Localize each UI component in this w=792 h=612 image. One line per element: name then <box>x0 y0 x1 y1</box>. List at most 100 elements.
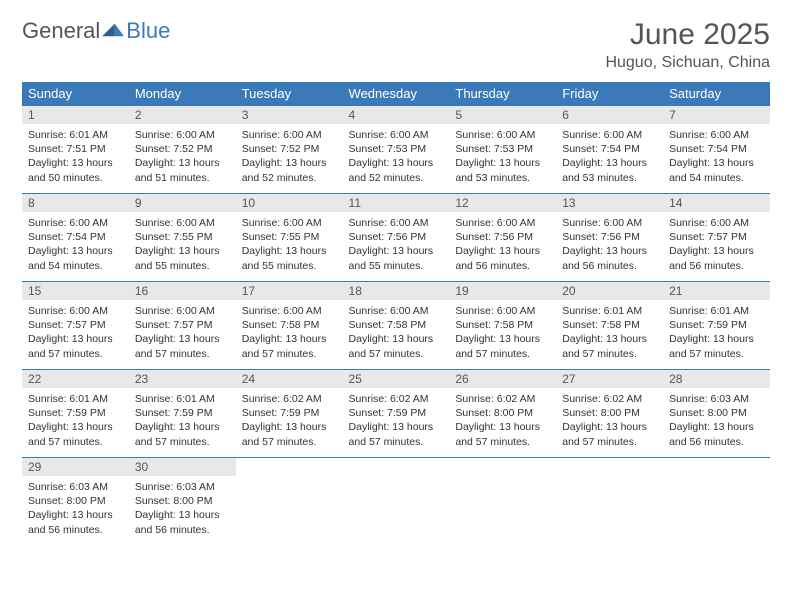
calendar-cell: 9Sunrise: 6:00 AMSunset: 7:55 PMDaylight… <box>129 194 236 282</box>
day-body: Sunrise: 6:00 AMSunset: 7:52 PMDaylight:… <box>236 124 343 189</box>
day-number: 15 <box>22 282 129 300</box>
day-body: Sunrise: 6:00 AMSunset: 7:56 PMDaylight:… <box>556 212 663 277</box>
day-body: Sunrise: 6:00 AMSunset: 7:58 PMDaylight:… <box>449 300 556 365</box>
calendar-cell: 28Sunrise: 6:03 AMSunset: 8:00 PMDayligh… <box>663 370 770 458</box>
day-body: Sunrise: 6:02 AMSunset: 7:59 PMDaylight:… <box>236 388 343 453</box>
day-body: Sunrise: 6:00 AMSunset: 7:56 PMDaylight:… <box>449 212 556 277</box>
calendar-cell: 19Sunrise: 6:00 AMSunset: 7:58 PMDayligh… <box>449 282 556 370</box>
calendar-cell: 16Sunrise: 6:00 AMSunset: 7:57 PMDayligh… <box>129 282 236 370</box>
weekday-header: Saturday <box>663 82 770 106</box>
calendar-cell: 14Sunrise: 6:00 AMSunset: 7:57 PMDayligh… <box>663 194 770 282</box>
day-number: 6 <box>556 106 663 124</box>
day-body: Sunrise: 6:02 AMSunset: 8:00 PMDaylight:… <box>556 388 663 453</box>
day-body: Sunrise: 6:00 AMSunset: 7:55 PMDaylight:… <box>236 212 343 277</box>
calendar-cell: 11Sunrise: 6:00 AMSunset: 7:56 PMDayligh… <box>343 194 450 282</box>
day-number: 1 <box>22 106 129 124</box>
day-number: 8 <box>22 194 129 212</box>
calendar-cell: 30Sunrise: 6:03 AMSunset: 8:00 PMDayligh… <box>129 458 236 546</box>
day-body: Sunrise: 6:00 AMSunset: 7:54 PMDaylight:… <box>556 124 663 189</box>
calendar-row: 1Sunrise: 6:01 AMSunset: 7:51 PMDaylight… <box>22 106 770 194</box>
calendar-cell: 8Sunrise: 6:00 AMSunset: 7:54 PMDaylight… <box>22 194 129 282</box>
calendar-cell: 10Sunrise: 6:00 AMSunset: 7:55 PMDayligh… <box>236 194 343 282</box>
day-number: 3 <box>236 106 343 124</box>
weekday-header: Monday <box>129 82 236 106</box>
logo-word-general: General <box>22 18 100 44</box>
day-body: Sunrise: 6:01 AMSunset: 7:59 PMDaylight:… <box>22 388 129 453</box>
weekday-header: Friday <box>556 82 663 106</box>
calendar-cell: 23Sunrise: 6:01 AMSunset: 7:59 PMDayligh… <box>129 370 236 458</box>
day-body: Sunrise: 6:01 AMSunset: 7:51 PMDaylight:… <box>22 124 129 189</box>
day-number: 13 <box>556 194 663 212</box>
calendar-cell-empty <box>343 458 450 546</box>
calendar-cell: 5Sunrise: 6:00 AMSunset: 7:53 PMDaylight… <box>449 106 556 194</box>
weekday-header-row: Sunday Monday Tuesday Wednesday Thursday… <box>22 82 770 106</box>
calendar-cell: 25Sunrise: 6:02 AMSunset: 7:59 PMDayligh… <box>343 370 450 458</box>
logo-mark-icon <box>102 20 124 43</box>
weekday-header: Wednesday <box>343 82 450 106</box>
calendar-cell: 22Sunrise: 6:01 AMSunset: 7:59 PMDayligh… <box>22 370 129 458</box>
calendar-cell: 27Sunrise: 6:02 AMSunset: 8:00 PMDayligh… <box>556 370 663 458</box>
calendar-cell: 6Sunrise: 6:00 AMSunset: 7:54 PMDaylight… <box>556 106 663 194</box>
day-body: Sunrise: 6:02 AMSunset: 8:00 PMDaylight:… <box>449 388 556 453</box>
day-number: 19 <box>449 282 556 300</box>
day-number: 4 <box>343 106 450 124</box>
calendar-cell-empty <box>236 458 343 546</box>
day-body: Sunrise: 6:00 AMSunset: 7:56 PMDaylight:… <box>343 212 450 277</box>
calendar-cell: 21Sunrise: 6:01 AMSunset: 7:59 PMDayligh… <box>663 282 770 370</box>
day-number: 29 <box>22 458 129 476</box>
day-number: 20 <box>556 282 663 300</box>
month-title: June 2025 <box>605 18 770 52</box>
day-number: 5 <box>449 106 556 124</box>
logo-word-blue: Blue <box>126 18 170 44</box>
calendar-cell: 2Sunrise: 6:00 AMSunset: 7:52 PMDaylight… <box>129 106 236 194</box>
day-number: 9 <box>129 194 236 212</box>
day-number: 12 <box>449 194 556 212</box>
day-number: 7 <box>663 106 770 124</box>
calendar-cell: 4Sunrise: 6:00 AMSunset: 7:53 PMDaylight… <box>343 106 450 194</box>
day-body: Sunrise: 6:03 AMSunset: 8:00 PMDaylight:… <box>663 388 770 453</box>
weekday-header: Thursday <box>449 82 556 106</box>
calendar-cell: 1Sunrise: 6:01 AMSunset: 7:51 PMDaylight… <box>22 106 129 194</box>
day-body: Sunrise: 6:02 AMSunset: 7:59 PMDaylight:… <box>343 388 450 453</box>
calendar-cell-empty <box>556 458 663 546</box>
calendar-cell: 15Sunrise: 6:00 AMSunset: 7:57 PMDayligh… <box>22 282 129 370</box>
calendar-cell: 7Sunrise: 6:00 AMSunset: 7:54 PMDaylight… <box>663 106 770 194</box>
day-body: Sunrise: 6:01 AMSunset: 7:58 PMDaylight:… <box>556 300 663 365</box>
day-number: 10 <box>236 194 343 212</box>
day-number: 22 <box>22 370 129 388</box>
day-number: 17 <box>236 282 343 300</box>
calendar-cell: 13Sunrise: 6:00 AMSunset: 7:56 PMDayligh… <box>556 194 663 282</box>
day-number: 21 <box>663 282 770 300</box>
logo: General Blue <box>22 18 170 44</box>
calendar-cell: 24Sunrise: 6:02 AMSunset: 7:59 PMDayligh… <box>236 370 343 458</box>
day-number: 16 <box>129 282 236 300</box>
day-body: Sunrise: 6:03 AMSunset: 8:00 PMDaylight:… <box>22 476 129 541</box>
day-number: 2 <box>129 106 236 124</box>
calendar-cell-empty <box>449 458 556 546</box>
day-body: Sunrise: 6:00 AMSunset: 7:57 PMDaylight:… <box>663 212 770 277</box>
day-number: 27 <box>556 370 663 388</box>
day-body: Sunrise: 6:01 AMSunset: 7:59 PMDaylight:… <box>129 388 236 453</box>
calendar-cell: 3Sunrise: 6:00 AMSunset: 7:52 PMDaylight… <box>236 106 343 194</box>
calendar-cell: 20Sunrise: 6:01 AMSunset: 7:58 PMDayligh… <box>556 282 663 370</box>
day-number: 24 <box>236 370 343 388</box>
day-body: Sunrise: 6:00 AMSunset: 7:53 PMDaylight:… <box>449 124 556 189</box>
day-number: 30 <box>129 458 236 476</box>
calendar-cell: 17Sunrise: 6:00 AMSunset: 7:58 PMDayligh… <box>236 282 343 370</box>
calendar-row: 22Sunrise: 6:01 AMSunset: 7:59 PMDayligh… <box>22 370 770 458</box>
day-body: Sunrise: 6:00 AMSunset: 7:58 PMDaylight:… <box>236 300 343 365</box>
weekday-header: Sunday <box>22 82 129 106</box>
day-number: 14 <box>663 194 770 212</box>
calendar-row: 8Sunrise: 6:00 AMSunset: 7:54 PMDaylight… <box>22 194 770 282</box>
day-number: 11 <box>343 194 450 212</box>
calendar-cell: 29Sunrise: 6:03 AMSunset: 8:00 PMDayligh… <box>22 458 129 546</box>
location-text: Huguo, Sichuan, China <box>605 54 770 72</box>
day-body: Sunrise: 6:00 AMSunset: 7:55 PMDaylight:… <box>129 212 236 277</box>
day-body: Sunrise: 6:00 AMSunset: 7:52 PMDaylight:… <box>129 124 236 189</box>
day-number: 23 <box>129 370 236 388</box>
calendar-cell: 12Sunrise: 6:00 AMSunset: 7:56 PMDayligh… <box>449 194 556 282</box>
weekday-header: Tuesday <box>236 82 343 106</box>
day-body: Sunrise: 6:01 AMSunset: 7:59 PMDaylight:… <box>663 300 770 365</box>
title-block: June 2025 Huguo, Sichuan, China <box>605 18 770 72</box>
day-body: Sunrise: 6:03 AMSunset: 8:00 PMDaylight:… <box>129 476 236 541</box>
